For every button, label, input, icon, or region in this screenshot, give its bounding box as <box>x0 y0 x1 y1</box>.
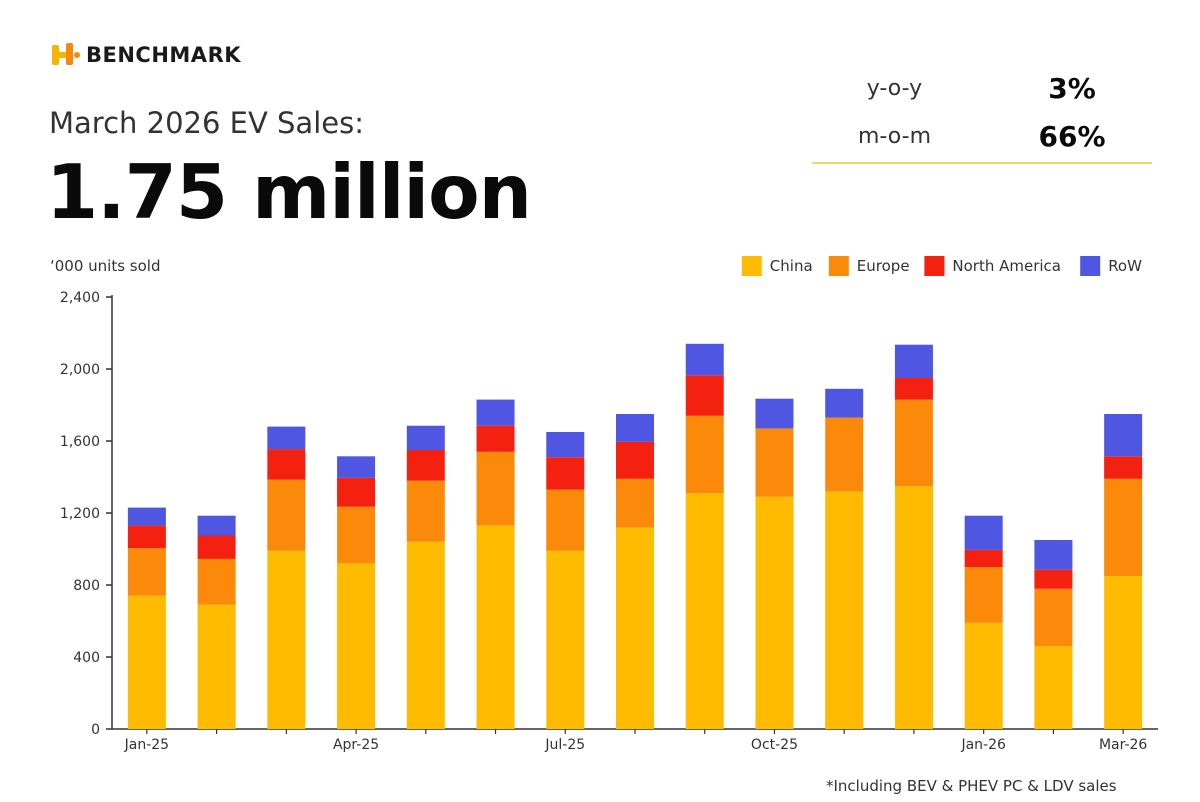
kpi-label: y-o-y <box>866 76 923 101</box>
bar-segment-europe <box>197 558 236 605</box>
bar-segment-row <box>825 388 864 418</box>
bar-segment-row <box>685 343 724 376</box>
kpi-value: 3% <box>1048 72 1096 105</box>
bar-segment-china <box>964 622 1003 729</box>
bar-segment-row <box>964 515 1003 550</box>
bar-segment-china <box>406 541 445 729</box>
bar-segment-north-america <box>685 375 724 416</box>
bar-segment-china <box>685 493 724 729</box>
y-tick-label: 1,600 <box>60 434 100 450</box>
y-tick-label: 2,000 <box>60 362 100 378</box>
bar-segment-china <box>127 595 166 729</box>
bar-segment-europe <box>406 480 445 542</box>
bar-segment-north-america <box>127 525 166 549</box>
bar-segment-china <box>825 491 864 729</box>
x-tick-label: Jan-26 <box>960 737 1006 753</box>
bar-segment-north-america <box>197 535 236 559</box>
legend-label: China <box>770 257 813 275</box>
bar-segment-row <box>894 344 933 378</box>
bar-segment-china <box>755 496 794 729</box>
kpi-label: m-o-m <box>857 124 931 149</box>
footnote: *Including BEV & PHEV PC & LDV sales <box>826 777 1117 795</box>
bar-segment-china <box>1104 576 1143 729</box>
bar-segment-china <box>1034 646 1073 729</box>
bar-segment-europe <box>476 451 515 526</box>
bar-segment-china <box>337 563 376 729</box>
bar-segment-north-america <box>616 441 654 479</box>
bar-segment-europe <box>1034 588 1073 647</box>
bar-segment-north-america <box>964 549 1003 567</box>
bar-segment-north-america <box>267 449 306 480</box>
bar-segment-north-america <box>1104 456 1143 479</box>
x-tick-label: Jan-25 <box>124 737 169 753</box>
bar-segment-row <box>1034 540 1073 570</box>
bar-segment-row <box>197 515 236 536</box>
bar-segment-europe <box>127 548 166 596</box>
y-tick-label: 0 <box>91 722 100 738</box>
x-tick-label: Mar-26 <box>1099 737 1147 753</box>
chart-subtitle: March 2026 EV Sales: <box>49 106 364 140</box>
bar-segment-row <box>406 425 445 450</box>
bar-segment-china <box>546 550 585 729</box>
bar-segment-china <box>616 527 654 729</box>
bar-segment-north-america <box>406 450 445 481</box>
bar-segment-row <box>337 456 376 478</box>
bar-segment-row <box>616 414 654 442</box>
bar-segment-europe <box>267 479 306 551</box>
bar-segment-north-america <box>476 425 515 452</box>
bar-segment-north-america <box>1034 569 1073 589</box>
bar-segment-china <box>267 550 306 729</box>
benchmark-logo-icon <box>52 43 80 65</box>
bar-segment-europe <box>755 428 794 497</box>
bar-segment-north-america <box>894 378 933 400</box>
legend-label: RoW <box>1108 257 1142 275</box>
bar-segment-north-america <box>546 457 585 490</box>
bar-segment-row <box>267 426 306 450</box>
bar-segment-europe <box>825 417 864 492</box>
bar-segment-europe <box>616 478 654 528</box>
bar-segment-row <box>755 398 794 429</box>
legend-swatch <box>1080 256 1101 276</box>
x-tick-label: Jul-25 <box>544 737 585 753</box>
legend-swatch <box>924 256 945 276</box>
legend-label: Europe <box>857 257 910 275</box>
y-tick-label: 2,400 <box>60 290 100 306</box>
bar-segment-europe <box>1104 478 1143 576</box>
legend-swatch <box>828 256 849 276</box>
y-axis-unit-label: ‘000 units sold <box>50 257 161 275</box>
bar-segment-europe <box>337 506 376 564</box>
bar-segment-europe <box>964 567 1003 623</box>
y-tick-label: 400 <box>73 650 100 666</box>
bar-segment-row <box>546 432 585 458</box>
bar-segment-europe <box>685 415 724 494</box>
bar-segment-china <box>476 525 515 729</box>
kpi-value: 66% <box>1038 120 1106 153</box>
x-tick-label: Oct-25 <box>751 737 798 753</box>
y-tick-label: 1,200 <box>60 506 100 522</box>
x-tick-label: Apr-25 <box>333 737 379 753</box>
brand-name: BENCHMARK <box>86 43 242 67</box>
brand-logo: BENCHMARK <box>50 40 241 70</box>
legend-label: North America <box>952 257 1061 275</box>
headline-total: 1.75 million <box>46 148 532 236</box>
kpi-divider <box>812 162 1152 164</box>
kpi-mom: m-o-m 66% <box>812 118 1152 158</box>
legend-swatch <box>741 256 762 276</box>
bar-segment-row <box>476 399 515 426</box>
bar-segment-china <box>894 486 933 729</box>
kpi-yoy: y-o-y 3% <box>812 70 1152 110</box>
bar-segment-china <box>197 604 236 729</box>
bar-segment-europe <box>894 399 933 486</box>
bar-segment-row <box>1104 414 1143 457</box>
bar-segment-north-america <box>337 477 376 507</box>
bar-segment-row <box>127 507 166 526</box>
y-tick-label: 800 <box>73 578 100 594</box>
bar-segment-europe <box>546 489 585 551</box>
